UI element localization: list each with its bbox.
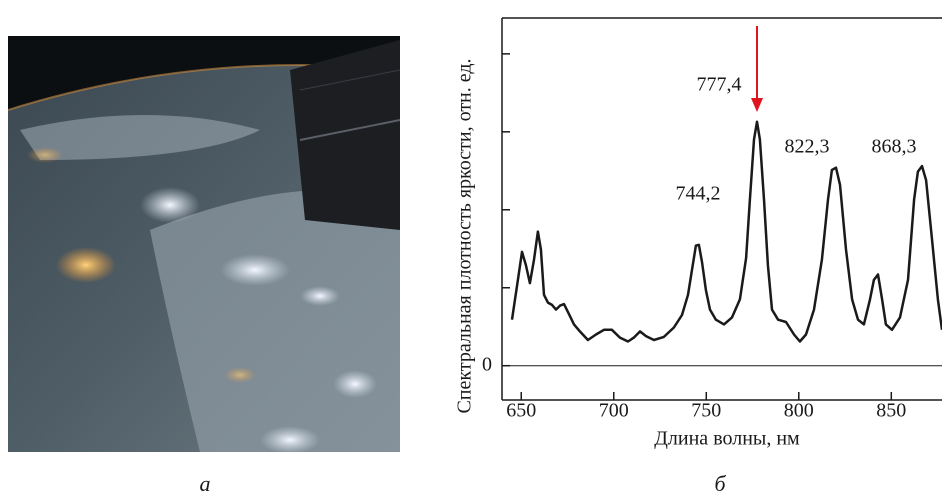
x-tick-label: 650 [506, 400, 536, 422]
peak-label: 822,3 [785, 136, 830, 158]
peak-label: 868,3 [872, 136, 917, 158]
x-tick-label: 800 [784, 400, 814, 422]
peak-label: 777,4 [697, 74, 742, 96]
x-tick-label: 700 [599, 400, 629, 422]
spectrum-line [510, 120, 942, 343]
photo [8, 36, 400, 452]
peak-label: 744,2 [676, 183, 721, 205]
arrow-head [751, 98, 763, 112]
y-axis-label: Спектральная плотность яркости, отн. ед. [454, 58, 476, 413]
y-tick-label: 0 [482, 353, 492, 375]
chart-caption: б [714, 471, 726, 496]
x-tick-label: 850 [876, 400, 906, 422]
x-tick-label: 750 [691, 400, 721, 422]
x-axis-label: Длина волны, нм [654, 428, 800, 450]
photo-caption: а [200, 471, 211, 496]
